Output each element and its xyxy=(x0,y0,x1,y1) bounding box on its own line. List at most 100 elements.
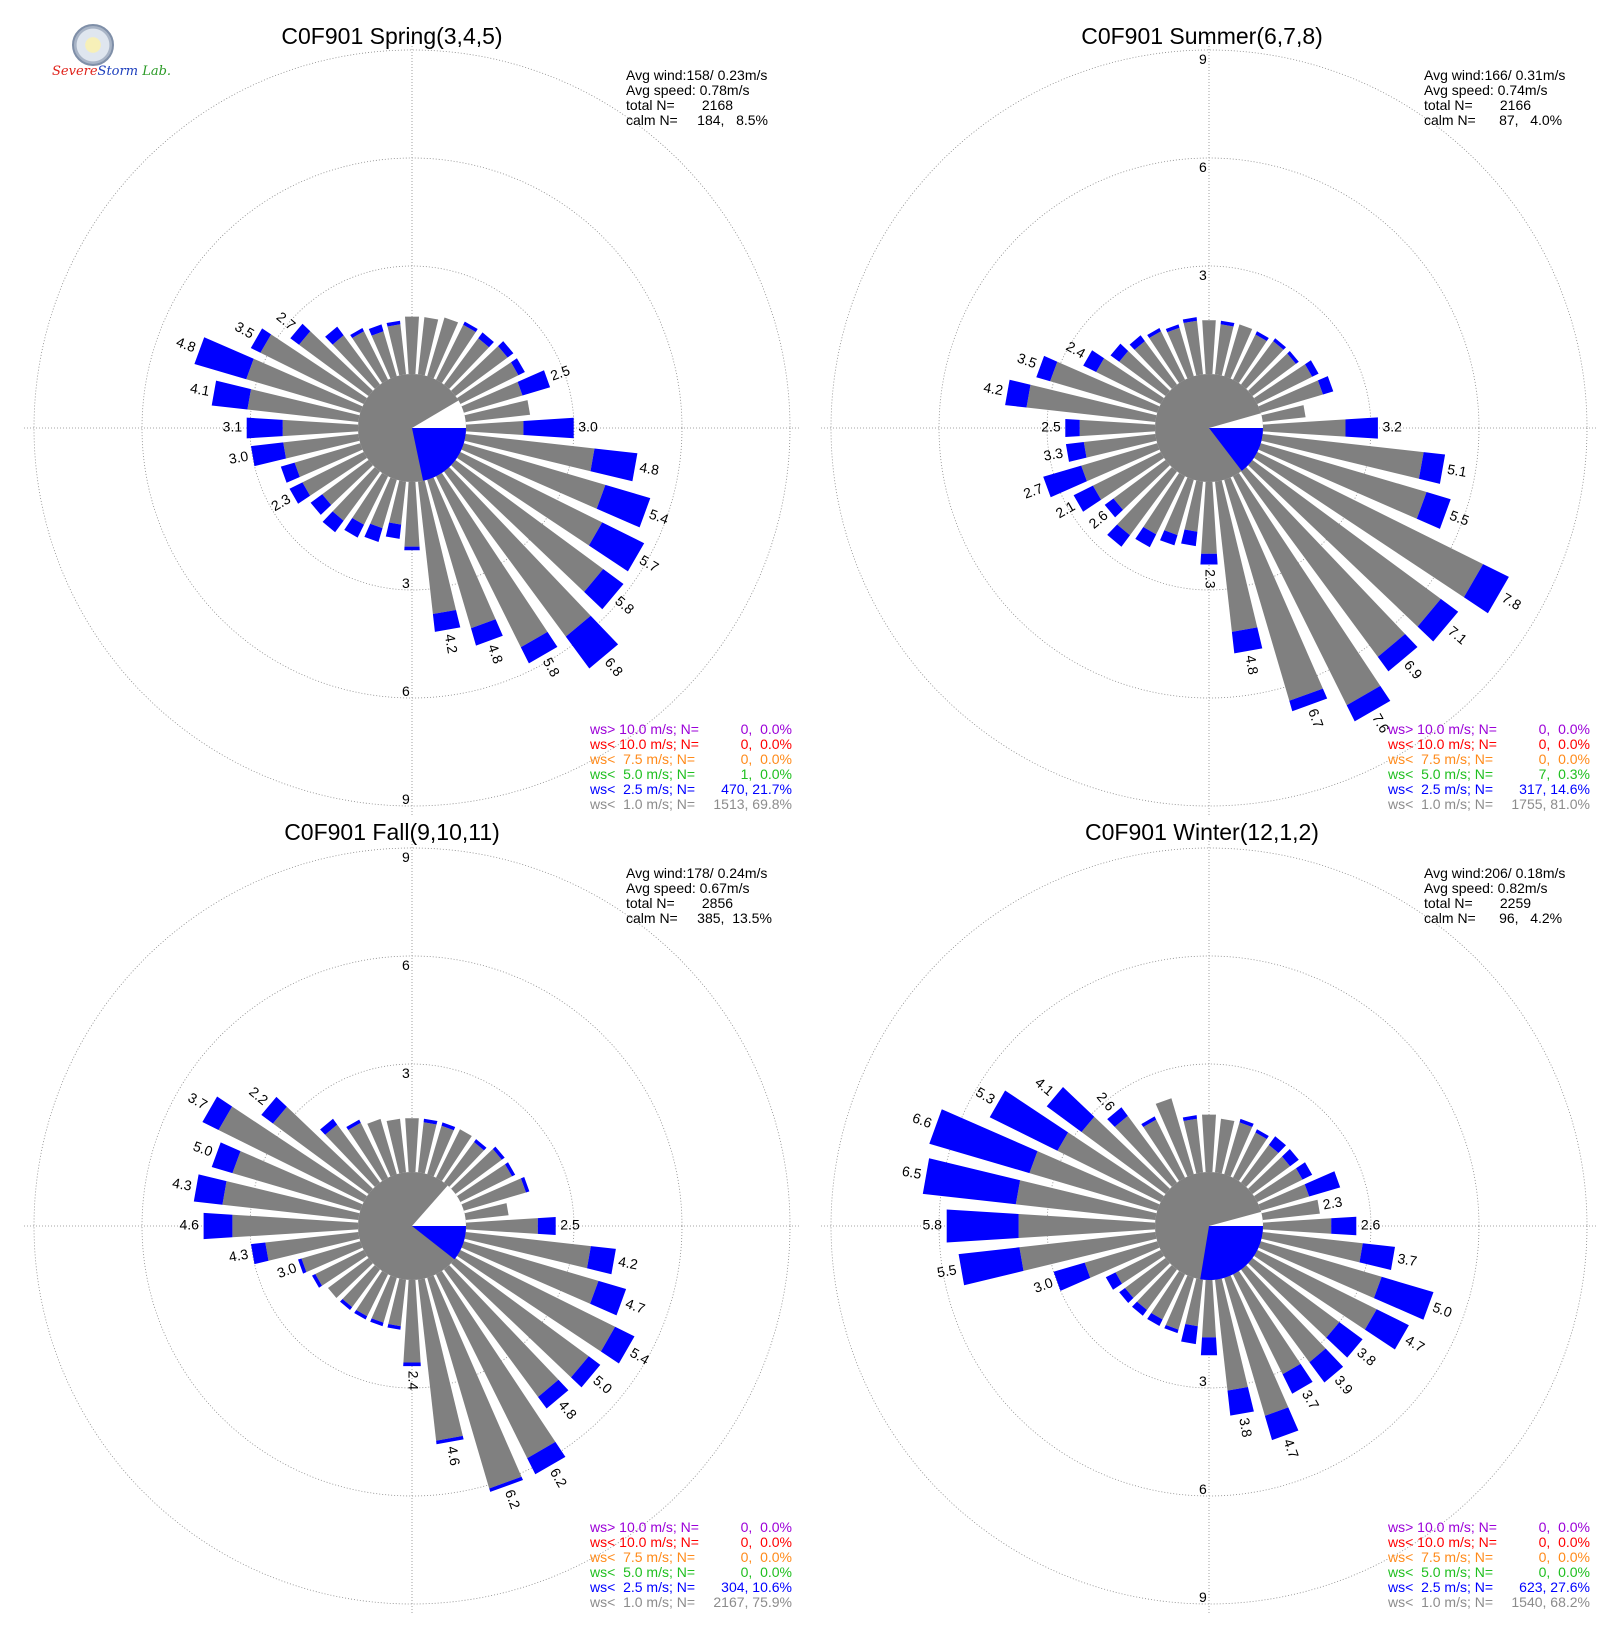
bar-label-310: 2.7 xyxy=(274,308,299,333)
bar-gray-320 xyxy=(1134,341,1177,389)
bar-blue-100 xyxy=(1418,452,1446,484)
ring-label-3: 3 xyxy=(1199,267,1207,283)
bar-blue-160 xyxy=(1289,688,1328,712)
bar-label-110: 5.0 xyxy=(1431,1299,1455,1321)
bar-label-280: 4.2 xyxy=(982,379,1004,398)
bar-gray-160 xyxy=(427,477,496,629)
bar-blue-100 xyxy=(1359,1243,1395,1270)
bar-gray-170 xyxy=(1215,1278,1248,1391)
bar-gray-250 xyxy=(301,1241,363,1273)
bar-gray-320 xyxy=(1114,1115,1177,1187)
bar-gray-50 xyxy=(1248,1156,1291,1194)
bar-blue-200 xyxy=(370,1318,384,1327)
legend-value: 0, 0.0% xyxy=(1539,1534,1590,1550)
ring-9 xyxy=(830,847,1588,1605)
bar-label-110: 5.4 xyxy=(647,506,671,528)
bar-gray-250 xyxy=(1081,443,1160,482)
bar-gray-160 xyxy=(1224,477,1323,701)
ring-6 xyxy=(141,955,683,1497)
bar-blue-180 xyxy=(1200,1337,1218,1356)
legend-label: ws< 1.0 m/s; N= xyxy=(1387,1594,1493,1610)
bar-label-260: 3.3 xyxy=(1042,445,1064,464)
bar-label-90: 3.0 xyxy=(578,419,598,435)
calm-slice-white xyxy=(1209,413,1263,428)
bar-blue-170 xyxy=(436,1435,464,1445)
bar-blue-50 xyxy=(1282,1149,1299,1167)
bar-blue-150 xyxy=(527,1441,566,1475)
bar-gray-190 xyxy=(1184,480,1203,532)
bar-blue-260 xyxy=(958,1247,1024,1286)
bar-gray-200 xyxy=(371,1275,397,1323)
bar-blue-220 xyxy=(340,1299,353,1310)
bar-blue-200 xyxy=(1164,1325,1179,1334)
bar-blue-40 xyxy=(478,332,494,348)
bar-blue-240 xyxy=(289,482,311,504)
bar-label-300: 2.4 xyxy=(1064,338,1089,362)
legend-value: 1513, 69.8% xyxy=(713,796,792,812)
panel-title: C0F901 Winter(12,1,2) xyxy=(1085,819,1319,845)
stats-line: total N= 2259 xyxy=(1424,895,1531,911)
bar-blue-90 xyxy=(537,1217,556,1235)
bar-blue-230 xyxy=(310,494,332,515)
ring-6 xyxy=(141,157,683,699)
bar-label-270: 5.8 xyxy=(922,1217,942,1233)
legend-value: 623, 27.6% xyxy=(1519,1579,1590,1595)
legend-value: 0, 0.0% xyxy=(741,1534,792,1550)
bar-blue-130 xyxy=(1326,1322,1363,1358)
bar-blue-310 xyxy=(290,323,311,345)
bar-label-110: 5.5 xyxy=(1448,507,1472,529)
bar-blue-40 xyxy=(474,1139,487,1151)
legend-label: ws< 5.0 m/s; N= xyxy=(1387,1564,1493,1580)
bar-gray-90 xyxy=(1262,1218,1332,1234)
bar-gray-190 xyxy=(1185,1278,1203,1327)
panel-title: C0F901 Summer(6,7,8) xyxy=(1081,23,1323,49)
bar-label-240: 2.3 xyxy=(268,490,293,514)
bar-label-110: 4.7 xyxy=(623,1295,647,1317)
bar-gray-230 xyxy=(328,1258,373,1298)
bar-gray-60 xyxy=(457,362,519,404)
bar-blue-320 xyxy=(1129,335,1145,350)
bar-gray-60 xyxy=(457,1164,512,1202)
bar-gray-0 xyxy=(1202,320,1216,375)
bar-gray-60 xyxy=(1254,1168,1303,1202)
bar-label-290: 3.5 xyxy=(1015,350,1039,372)
legend-value: 0, 0.0% xyxy=(741,721,792,737)
bar-label-170: 4.2 xyxy=(442,633,461,655)
bar-blue-50 xyxy=(1287,351,1299,364)
bar-blue-90 xyxy=(1345,417,1378,439)
bar-blue-230 xyxy=(1119,1288,1134,1303)
bar-gray-240 xyxy=(1115,1250,1164,1284)
bar-label-130: 7.1 xyxy=(1445,623,1470,648)
bar-label-290: 6.6 xyxy=(910,1109,934,1131)
ring-label-3: 3 xyxy=(402,575,410,591)
bar-gray-90 xyxy=(1262,419,1346,437)
bar-gray-80 xyxy=(1261,1199,1320,1220)
bar-gray-260 xyxy=(1083,434,1157,458)
bar-gray-10 xyxy=(418,317,439,376)
bar-blue-120 xyxy=(600,1326,635,1364)
bar-gray-110 xyxy=(461,1241,599,1304)
stats-line: Avg speed: 0.74m/s xyxy=(1424,82,1547,98)
bar-label-160: 6.2 xyxy=(502,1487,524,1511)
bar-blue-120 xyxy=(1364,1309,1409,1350)
bar-blue-340 xyxy=(1165,324,1180,333)
bar-label-290: 4.8 xyxy=(174,334,198,356)
bar-gray-300 xyxy=(1057,1132,1164,1202)
bar-blue-300 xyxy=(1083,350,1105,372)
bar-gray-80 xyxy=(1261,405,1306,422)
bar-label-310: 2.2 xyxy=(246,1083,271,1108)
stats-line: calm N= 385, 13.5% xyxy=(626,910,772,926)
bar-label-230: 2.6 xyxy=(1086,507,1111,532)
bar-label-120: 7.8 xyxy=(1499,589,1524,613)
bar-blue-120 xyxy=(1463,564,1509,614)
bar-blue-70 xyxy=(517,370,551,396)
bar-gray-320 xyxy=(325,1124,380,1187)
bar-gray-70 xyxy=(461,381,523,413)
bar-blue-70 xyxy=(1317,376,1334,395)
bar-label-250: 3.0 xyxy=(1031,1274,1055,1296)
bar-label-290: 5.0 xyxy=(191,1138,215,1160)
bar-gray-230 xyxy=(1125,1258,1170,1298)
legend-value: 0, 0.0% xyxy=(1539,1519,1590,1535)
bar-gray-230 xyxy=(322,460,373,505)
bar-gray-210 xyxy=(356,1271,388,1317)
